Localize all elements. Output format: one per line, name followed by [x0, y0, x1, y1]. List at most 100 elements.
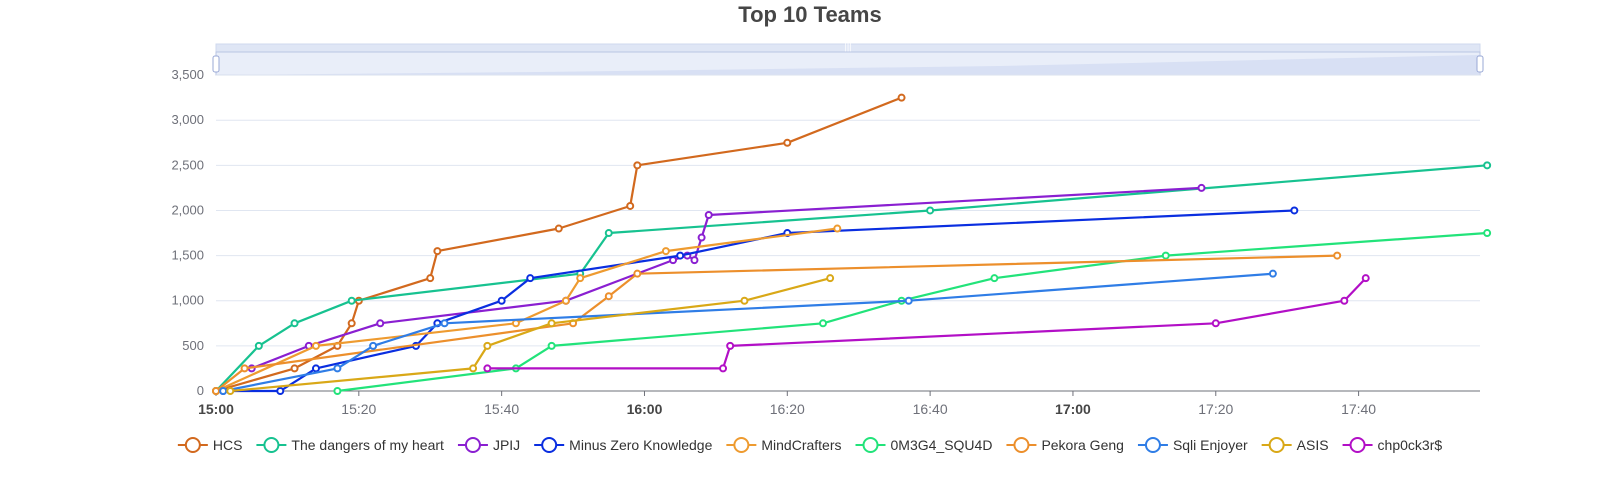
data-point[interactable] [311, 341, 320, 350]
data-point[interactable] [604, 229, 613, 238]
series-line [222, 272, 1273, 393]
data-point[interactable] [426, 274, 435, 283]
data-point[interactable] [290, 364, 299, 373]
data-point[interactable] [1333, 251, 1342, 260]
data-point[interactable] [819, 319, 828, 328]
data-point[interactable] [240, 364, 249, 373]
data-point[interactable] [1483, 161, 1492, 170]
legend-item[interactable]: MindCrafters [726, 437, 842, 453]
data-point[interactable] [547, 341, 556, 350]
data-point[interactable] [376, 319, 385, 328]
series-5 [333, 229, 1492, 395]
legend-label: Pekora Geng [1041, 437, 1124, 453]
data-point[interactable] [1197, 183, 1206, 192]
legend-item[interactable]: Minus Zero Knowledge [534, 437, 713, 453]
data-point[interactable] [690, 256, 699, 265]
series-line [215, 96, 903, 393]
data-point[interactable] [333, 387, 342, 395]
data-point[interactable] [433, 247, 442, 256]
data-point[interactable] [511, 319, 520, 328]
data-point[interactable] [219, 387, 228, 395]
data-point[interactable] [740, 296, 749, 305]
legend-item[interactable]: Pekora Geng [1006, 437, 1124, 453]
data-point[interactable] [1268, 269, 1277, 278]
legend-item[interactable]: JPIJ [457, 437, 520, 453]
data-point[interactable] [604, 292, 613, 301]
data-point[interactable] [633, 161, 642, 170]
data-point[interactable] [1290, 206, 1299, 215]
series-line [223, 209, 1295, 393]
data-point[interactable] [826, 274, 835, 283]
data-point[interactable] [897, 93, 906, 102]
data-point[interactable] [833, 224, 842, 233]
y-tick-label: 2,000 [171, 202, 204, 217]
series-line [215, 164, 1488, 392]
y-tick-label: 500 [182, 338, 204, 353]
legend-swatch-marker [464, 437, 481, 453]
data-point[interactable] [661, 247, 670, 256]
data-point[interactable] [469, 364, 478, 373]
data-point[interactable] [212, 387, 220, 395]
data-point[interactable] [1340, 296, 1349, 305]
data-point[interactable] [290, 319, 299, 328]
data-point[interactable] [347, 296, 356, 305]
data-point[interactable] [719, 364, 728, 373]
legend-item[interactable]: The dangers of my heart [256, 437, 444, 453]
data-zoom-right-handle[interactable] [1476, 55, 1484, 73]
data-point[interactable] [347, 319, 356, 328]
data-zoom-slider[interactable]: ||| [212, 42, 1484, 76]
series-line [251, 186, 1202, 370]
data-point[interactable] [990, 274, 999, 283]
data-point[interactable] [440, 319, 449, 328]
data-point[interactable] [369, 341, 378, 350]
data-point[interactable] [704, 210, 713, 219]
data-point[interactable] [254, 341, 263, 350]
legend[interactable]: HCS The dangers of my heart JPIJ Minus Zero… [177, 437, 1443, 453]
data-point[interactable] [926, 206, 935, 215]
legend-item[interactable]: HCS [177, 437, 243, 453]
data-point[interactable] [547, 319, 556, 328]
data-point[interactable] [576, 274, 585, 283]
data-point[interactable] [226, 387, 235, 395]
series-6 [212, 251, 1342, 395]
data-point[interactable] [1211, 319, 1220, 328]
data-point[interactable] [483, 364, 492, 373]
data-point[interactable] [333, 364, 342, 373]
legend-swatch-marker [184, 437, 201, 453]
data-point[interactable] [783, 138, 792, 147]
data-point[interactable] [626, 201, 635, 210]
series-9 [483, 274, 1370, 373]
data-point[interactable] [1161, 251, 1170, 260]
legend-label: Minus Zero Knowledge [569, 437, 712, 453]
data-point[interactable] [554, 224, 563, 233]
legend-label: MindCrafters [761, 437, 841, 453]
legend-item[interactable]: ASIS [1261, 437, 1329, 453]
legend-label: chp0ck3r$ [1378, 437, 1443, 453]
data-point[interactable] [276, 387, 285, 395]
legend-label: HCS [213, 437, 243, 453]
x-tick-label: 15:00 [198, 401, 234, 417]
data-point[interactable] [526, 274, 535, 283]
data-point[interactable] [676, 251, 685, 260]
series-1 [212, 161, 1492, 395]
data-zoom-grip-icon[interactable]: ||| [844, 42, 851, 52]
data-point[interactable] [497, 296, 506, 305]
data-point[interactable] [561, 296, 570, 305]
legend-item[interactable]: Sqli Enjoyer [1137, 437, 1248, 453]
data-point[interactable] [1361, 274, 1370, 283]
series-2 [247, 183, 1206, 373]
data-point[interactable] [633, 269, 642, 278]
legend-swatch-marker [1268, 437, 1285, 453]
data-point[interactable] [311, 364, 320, 373]
data-point[interactable] [726, 341, 735, 350]
data-point[interactable] [1483, 229, 1492, 238]
x-tick-label: 15:20 [341, 401, 376, 417]
data-point[interactable] [904, 296, 913, 305]
x-tick-label: 16:20 [770, 401, 805, 417]
series-4 [212, 224, 842, 395]
legend-item[interactable]: chp0ck3r$ [1342, 437, 1443, 453]
legend-item[interactable]: 0M3G4_SQU4D [855, 437, 993, 453]
data-zoom-left-handle[interactable] [212, 55, 220, 73]
data-point[interactable] [697, 233, 706, 242]
data-point[interactable] [483, 341, 492, 350]
